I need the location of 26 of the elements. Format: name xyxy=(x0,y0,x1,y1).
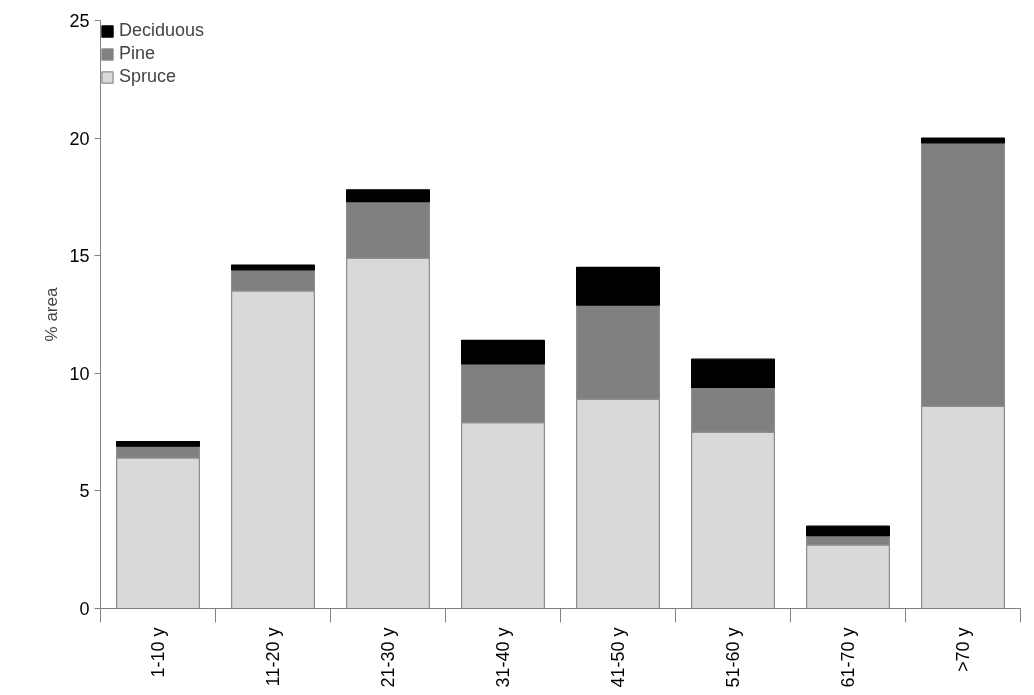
y-tick-label: 25 xyxy=(69,11,90,31)
x-tick-label: 1-10 y xyxy=(148,627,168,678)
bar xyxy=(921,137,1005,144)
x-tick-label: 51-60 y xyxy=(723,627,743,688)
legend-label: Deciduous xyxy=(119,20,205,41)
x-tick-label: >70 y xyxy=(953,627,973,673)
bar xyxy=(231,264,315,271)
y-tick-label: 10 xyxy=(69,363,90,384)
x-tick-label: 11-20 y xyxy=(263,627,283,687)
bar xyxy=(576,266,660,306)
x-tick-label: 41-50 y xyxy=(608,627,628,688)
y-tick-label: 0 xyxy=(79,599,90,619)
legend-label: Pine xyxy=(119,43,156,64)
x-tick-label: 61-70 y xyxy=(838,627,858,688)
y-axis-title: % area xyxy=(42,287,62,342)
bar xyxy=(116,440,200,447)
bar xyxy=(691,358,775,389)
x-tick-label: 31-40 y xyxy=(493,627,513,688)
bar xyxy=(346,189,430,203)
y-tick-label: 5 xyxy=(79,481,90,502)
bar xyxy=(461,339,545,365)
legend-label: Spruce xyxy=(119,66,177,87)
y-tick-label: 20 xyxy=(69,128,90,149)
bar xyxy=(806,525,890,537)
x-tick-label: 21-30 y xyxy=(378,627,398,688)
y-tick-label: 15 xyxy=(69,246,90,267)
